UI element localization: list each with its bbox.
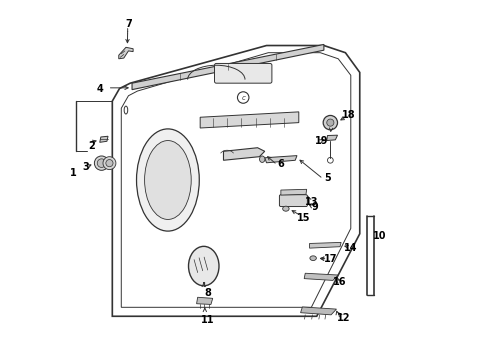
Text: 4: 4 bbox=[97, 84, 103, 94]
Ellipse shape bbox=[283, 206, 289, 211]
Text: 17: 17 bbox=[324, 254, 338, 264]
Text: 2: 2 bbox=[88, 141, 95, 151]
Polygon shape bbox=[300, 307, 337, 315]
Polygon shape bbox=[223, 148, 265, 160]
Circle shape bbox=[95, 156, 109, 170]
Ellipse shape bbox=[137, 129, 199, 231]
Text: 8: 8 bbox=[204, 288, 211, 298]
Circle shape bbox=[103, 157, 116, 170]
Text: 16: 16 bbox=[333, 277, 347, 287]
Text: 12: 12 bbox=[337, 313, 350, 323]
Ellipse shape bbox=[189, 246, 219, 286]
FancyBboxPatch shape bbox=[279, 195, 307, 207]
Ellipse shape bbox=[310, 256, 317, 261]
Text: 19: 19 bbox=[316, 136, 329, 145]
Polygon shape bbox=[304, 273, 338, 280]
Polygon shape bbox=[310, 242, 341, 248]
Text: 14: 14 bbox=[344, 243, 358, 253]
Text: 7: 7 bbox=[125, 19, 132, 29]
Polygon shape bbox=[327, 135, 338, 140]
Circle shape bbox=[97, 159, 106, 167]
Polygon shape bbox=[281, 189, 307, 195]
FancyBboxPatch shape bbox=[215, 63, 272, 83]
Text: 18: 18 bbox=[342, 111, 356, 121]
Text: 1: 1 bbox=[70, 168, 77, 178]
Polygon shape bbox=[200, 112, 299, 128]
Ellipse shape bbox=[145, 140, 191, 220]
Text: 5: 5 bbox=[324, 173, 331, 183]
Polygon shape bbox=[100, 136, 108, 142]
Text: 11: 11 bbox=[200, 315, 214, 325]
Circle shape bbox=[323, 116, 338, 130]
Text: 13: 13 bbox=[305, 197, 318, 207]
Circle shape bbox=[327, 119, 334, 126]
Polygon shape bbox=[196, 297, 213, 305]
Text: 9: 9 bbox=[312, 202, 318, 212]
Polygon shape bbox=[132, 44, 324, 90]
Circle shape bbox=[106, 159, 113, 167]
Polygon shape bbox=[265, 156, 297, 163]
Text: 6: 6 bbox=[277, 159, 284, 169]
Text: 3: 3 bbox=[82, 162, 89, 172]
Text: c: c bbox=[241, 95, 245, 100]
Text: 10: 10 bbox=[373, 231, 386, 240]
Polygon shape bbox=[119, 47, 133, 59]
Ellipse shape bbox=[260, 156, 265, 162]
Text: 15: 15 bbox=[297, 213, 311, 222]
